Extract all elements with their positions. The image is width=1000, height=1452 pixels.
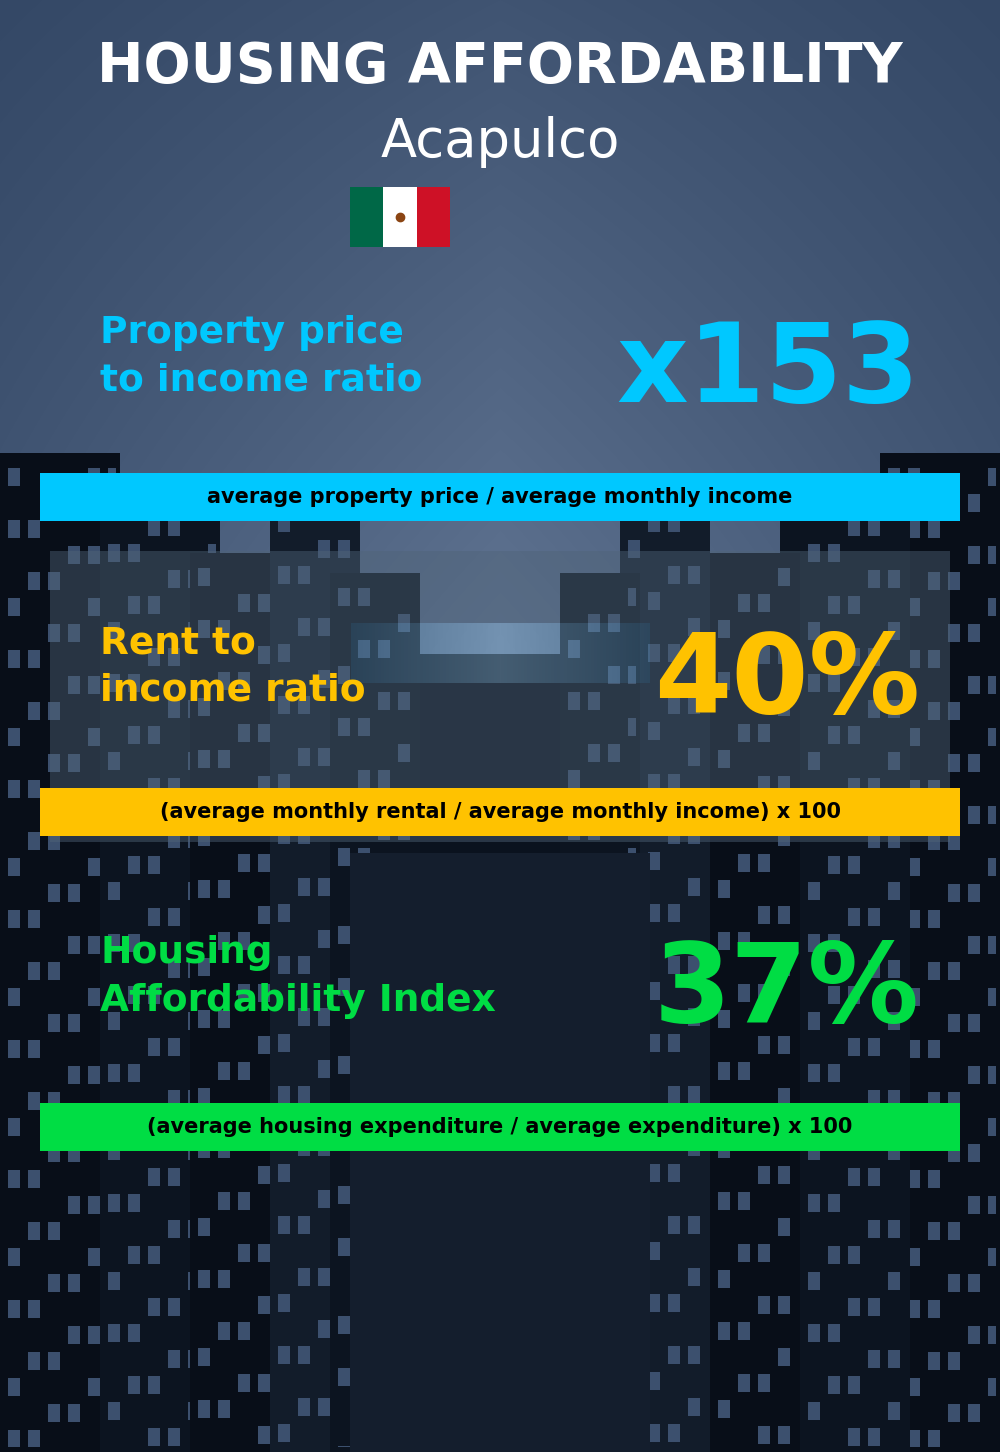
Bar <box>40 1104 960 1151</box>
Text: x153: x153 <box>617 318 920 425</box>
Text: Rent to
income ratio: Rent to income ratio <box>100 626 366 709</box>
Text: HOUSING AFFORDABILITY: HOUSING AFFORDABILITY <box>97 41 903 94</box>
Text: Property price
to income ratio: Property price to income ratio <box>100 315 422 399</box>
Bar <box>40 788 960 836</box>
Text: (average housing expenditure / average expenditure) x 100: (average housing expenditure / average e… <box>147 1117 853 1137</box>
Text: Housing
Affordability Index: Housing Affordability Index <box>100 935 496 1019</box>
Bar <box>383 187 417 247</box>
Bar <box>40 473 960 521</box>
Bar <box>350 187 383 247</box>
Text: 40%: 40% <box>654 629 920 736</box>
Bar <box>417 187 450 247</box>
Text: 37%: 37% <box>654 938 920 1045</box>
Text: average property price / average monthly income: average property price / average monthly… <box>207 486 793 507</box>
Text: (average monthly rental / average monthly income) x 100: (average monthly rental / average monthl… <box>160 802 840 822</box>
Text: Acapulco: Acapulco <box>380 116 620 168</box>
